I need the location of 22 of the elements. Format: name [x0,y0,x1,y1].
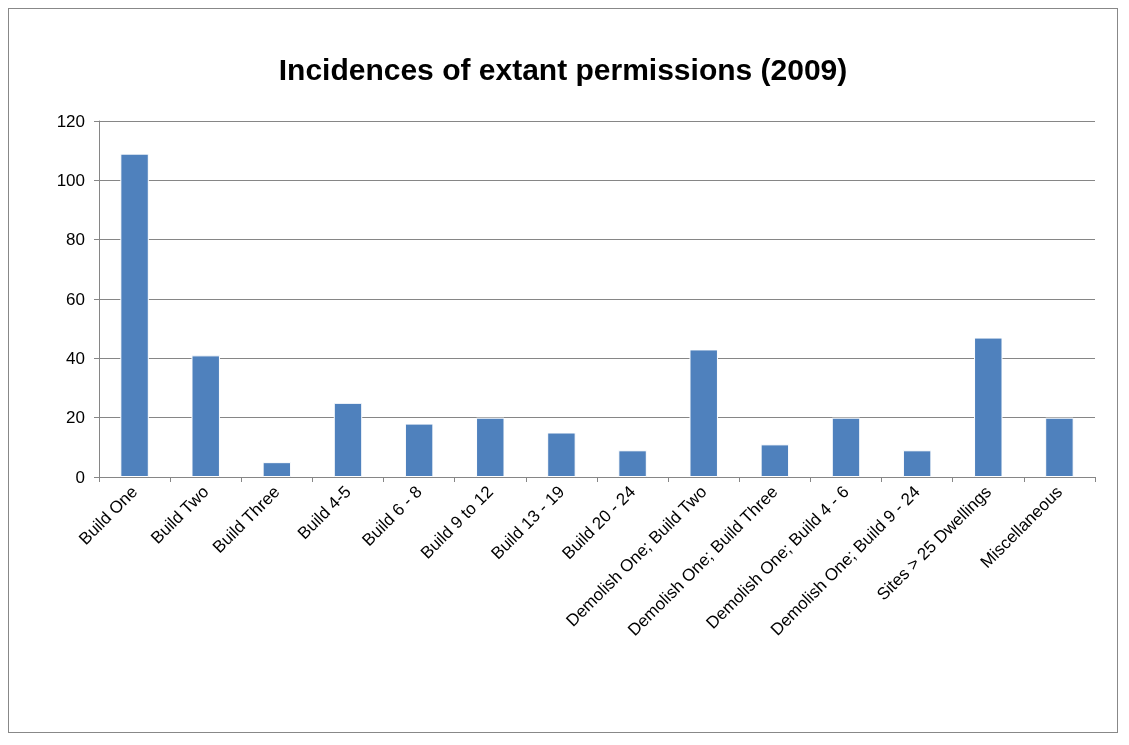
bar [1045,417,1074,477]
chart-title: Incidences of extant permissions (2009) [278,52,848,86]
bar [120,153,149,477]
bar [547,432,576,477]
y-tick-label: 120 [56,111,85,131]
bar [333,402,363,477]
bar [974,337,1003,477]
y-tick-label: 100 [56,170,85,190]
bar [618,450,647,477]
bar [262,462,292,477]
y-tick-label: 0 [75,467,85,487]
y-tick-label: 20 [66,408,85,428]
y-tick-label: 80 [66,230,85,250]
bar [689,349,718,477]
bar [902,450,932,477]
bar [191,355,220,477]
bar [831,417,861,477]
bar [476,417,505,477]
y-tick-label: 40 [66,348,85,368]
bar [760,444,790,477]
y-tick-label: 60 [66,289,85,309]
bar [404,423,434,477]
